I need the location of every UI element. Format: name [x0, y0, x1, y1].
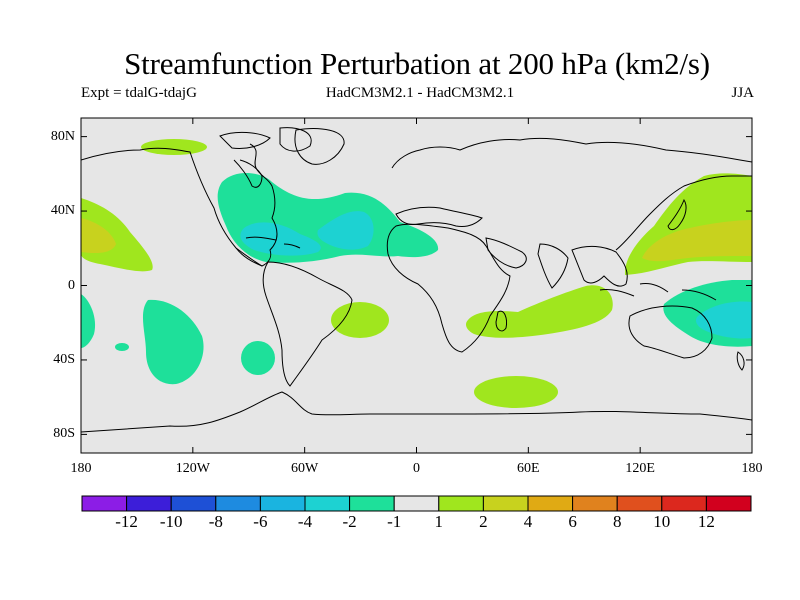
- coast-australia: [628, 305, 713, 359]
- coast-japan: [667, 198, 687, 231]
- southern-ocean-positive: [474, 376, 558, 408]
- lon-label-180-0: 180: [70, 461, 92, 476]
- experiment-label: Expt = tdalG-tdajG: [81, 85, 197, 101]
- colorbar-box-0: [81, 495, 128, 512]
- colorbar-label-10: 6: [568, 512, 577, 531]
- south-pacific-negative: [142, 299, 204, 385]
- lon-label-0-3: 0: [413, 461, 420, 476]
- western-pacific-asia-core: [642, 220, 752, 262]
- colorbar-box-11: [572, 495, 618, 512]
- colorbar-box-14: [705, 495, 752, 512]
- coast-south-america: [262, 261, 353, 387]
- coast-southeast-asia: [571, 245, 628, 287]
- lon-label-120W-1: 120W: [175, 461, 210, 476]
- coast-india: [537, 243, 569, 289]
- colorbar-box-7: [393, 495, 440, 512]
- colorbar-box-6: [349, 495, 395, 512]
- eastern-pacific-core: [81, 218, 116, 254]
- south-pacific-negative-west: [81, 294, 96, 348]
- colorbar-box-9: [482, 495, 529, 512]
- lon-label-60W-2: 60W: [291, 461, 319, 476]
- colorbar-box-10: [527, 495, 574, 512]
- lon-label-180-6: 180: [741, 461, 763, 476]
- lat-label-40S: 40S: [53, 351, 75, 367]
- model-label: HadCM3M2.1 - HadCM3M2.1: [325, 85, 515, 101]
- colorbar-label-7: 1: [434, 512, 444, 531]
- coast-africa: [386, 223, 511, 353]
- colorbar-label-12: 10: [653, 512, 671, 531]
- coast-greenland: [294, 128, 345, 165]
- caribbean-core: [240, 222, 321, 256]
- colorbar-box-12: [616, 495, 663, 512]
- coast-central-america: [235, 236, 301, 267]
- colorbar-box-13: [661, 495, 707, 512]
- colorbar-box-3: [215, 495, 261, 512]
- colorbar-label-2: -8: [208, 512, 223, 531]
- lat-label-0: 0: [68, 277, 75, 293]
- coast-madagascar: [495, 310, 507, 332]
- colorbar-box-1: [126, 495, 172, 512]
- coast-antarctica: [81, 391, 752, 433]
- colorbar-label-11: 8: [612, 512, 622, 531]
- eastern-pacific-positive: [81, 198, 153, 272]
- colorbar-box-4: [259, 495, 306, 512]
- plot-title: Streamfunction Perturbation at 200 hPa (…: [124, 46, 710, 81]
- colorbar-label-5: -2: [342, 512, 357, 531]
- axis-ticks: [80, 118, 753, 453]
- coast-arctic-islands: [219, 127, 312, 152]
- colorbar-label-4: -4: [297, 512, 313, 531]
- atlantic-core: [317, 211, 374, 250]
- australia-pacific-core: [696, 301, 752, 339]
- colorbar-box-2: [170, 495, 217, 512]
- contour-fill-layer: [81, 139, 752, 408]
- colorbar-label-0: -12: [115, 512, 138, 531]
- colorbar-box-5: [304, 495, 351, 512]
- coastline-layer: [81, 127, 752, 433]
- south-atlantic-positive: [331, 302, 389, 338]
- coast-europe: [391, 137, 752, 169]
- season-label: JJA: [731, 85, 754, 101]
- colorbar-box-8: [438, 495, 484, 512]
- coast-hudson-bay: [233, 159, 263, 188]
- colorbar-label-9: 4: [523, 512, 533, 531]
- map-background: [81, 118, 752, 453]
- coast-indonesia: [599, 283, 717, 301]
- lat-label-80S: 80S: [53, 426, 75, 442]
- lon-label-120E-5: 120E: [625, 461, 655, 476]
- lon-label-60E-4: 60E: [517, 461, 540, 476]
- colorbar: [81, 495, 752, 512]
- colorbar-label-8: 2: [479, 512, 488, 531]
- lat-label-40N: 40N: [50, 203, 75, 219]
- coast-east-asia: [615, 175, 752, 251]
- colorbar-label-3: -6: [253, 512, 268, 531]
- coast-new-zealand: [736, 351, 745, 371]
- greenland-north-positive: [141, 139, 207, 155]
- colorbar-label-13: 12: [697, 512, 715, 531]
- south-pacific-negative-small: [115, 343, 129, 351]
- southeast-pacific-negative: [241, 341, 275, 375]
- colorbar-label-1: -10: [159, 512, 183, 531]
- coast-arabia: [485, 237, 527, 269]
- colorbar-label-6: -1: [387, 512, 402, 531]
- indian-ocean-positive: [466, 285, 613, 338]
- lat-label-80N: 80N: [50, 128, 75, 144]
